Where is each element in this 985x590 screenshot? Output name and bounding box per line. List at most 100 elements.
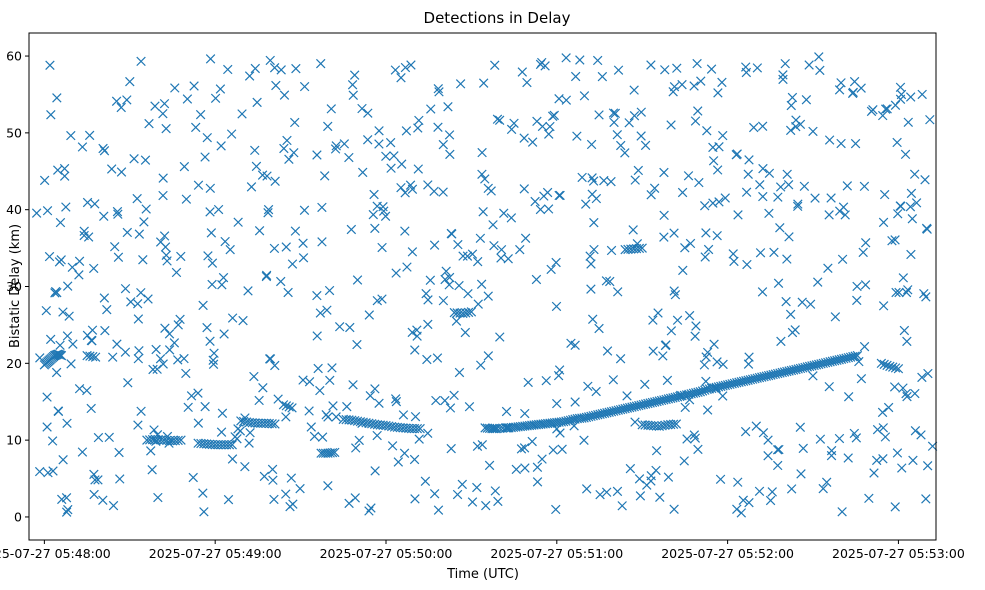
clutter-point: [605, 276, 615, 287]
clutter-point: [53, 165, 63, 175]
track-point: [90, 352, 101, 362]
clutter-point: [925, 114, 935, 125]
clutter-point: [715, 474, 726, 485]
clutter-point: [202, 322, 212, 333]
clutter-point: [868, 105, 878, 115]
clutter-point: [772, 445, 783, 455]
track-point: [144, 435, 155, 445]
clutter-point: [910, 388, 920, 399]
clutter-point: [423, 319, 433, 330]
clutter-point: [315, 385, 325, 396]
clutter-point: [921, 292, 931, 302]
clutter-point: [826, 445, 837, 456]
clutter-point: [217, 408, 228, 418]
clutter-point: [713, 88, 723, 98]
clutter-point: [701, 228, 711, 238]
clutter-point: [421, 288, 431, 299]
clutter-point: [386, 163, 396, 173]
clutter-point: [837, 254, 848, 265]
clutter-point: [66, 359, 76, 369]
clutter-point: [271, 80, 281, 91]
clutter-point: [743, 359, 754, 369]
clutter-point: [205, 183, 216, 194]
clutter-point: [782, 169, 792, 180]
clutter-point: [312, 290, 322, 301]
clutter-point: [315, 308, 326, 318]
clutter-point: [694, 177, 704, 188]
clutter-point: [422, 354, 432, 365]
clutter-point: [680, 402, 690, 413]
clutter-point: [57, 494, 67, 505]
clutter-point: [433, 83, 444, 94]
clutter-point: [449, 390, 459, 401]
track-point: [384, 421, 394, 431]
clutter-point: [906, 249, 916, 260]
track-point: [153, 434, 163, 445]
clutter-point: [709, 339, 719, 349]
clutter-point: [744, 155, 754, 165]
clutter-point: [176, 251, 186, 262]
clutter-point: [921, 494, 931, 504]
clutter-point: [193, 418, 204, 428]
clutter-point: [810, 193, 820, 203]
track-point: [247, 417, 257, 428]
clutter-point: [429, 489, 440, 499]
clutter-point: [216, 141, 226, 151]
clutter-point: [774, 444, 784, 455]
clutter-point: [477, 147, 487, 158]
clutter-point: [894, 287, 904, 298]
clutter-point: [557, 444, 567, 454]
clutter-point: [767, 487, 777, 497]
clutter-point: [813, 277, 823, 287]
clutter-point: [494, 115, 505, 125]
clutter-point: [773, 278, 784, 288]
clutter-point: [61, 202, 71, 212]
clutter-point: [193, 388, 203, 398]
clutter-point: [136, 406, 146, 417]
clutter-point: [772, 460, 783, 471]
clutter-point: [836, 138, 846, 149]
clutter-point: [377, 242, 387, 253]
clutter-point: [279, 90, 290, 100]
clutter-point: [410, 345, 420, 355]
clutter-point: [122, 95, 132, 105]
clutter-point: [892, 137, 902, 148]
clutter-point: [850, 138, 861, 149]
clutter-point: [144, 118, 154, 129]
clutter-point: [158, 359, 168, 369]
clutter-point: [410, 494, 420, 504]
x-axis-label: Time (UTC): [446, 567, 519, 582]
clutter-point: [702, 126, 712, 136]
clutter-point: [227, 313, 238, 323]
clutter-point: [516, 444, 527, 454]
clutter-point: [467, 497, 478, 507]
clutter-point: [679, 456, 689, 466]
track-point: [401, 423, 411, 433]
clutter-point: [581, 484, 592, 494]
track-point: [327, 447, 338, 458]
clutter-point: [312, 150, 322, 160]
clutter-point: [640, 379, 650, 390]
clutter-point: [478, 207, 488, 217]
clutter-point: [902, 391, 912, 402]
clutter-point: [125, 76, 135, 87]
track-point: [236, 416, 246, 426]
track-point: [173, 435, 183, 446]
clutter-point: [74, 383, 85, 394]
clutter-point: [113, 252, 124, 262]
clutter-point: [369, 189, 379, 200]
clutter-point: [316, 58, 326, 69]
clutter-point: [814, 52, 824, 62]
clutter-point: [906, 188, 917, 199]
clutter-point: [899, 325, 910, 336]
clutter-point: [56, 255, 66, 265]
clutter-point: [575, 55, 585, 65]
clutter-point: [917, 89, 927, 100]
clutter-point: [445, 403, 456, 413]
clutter-point: [412, 325, 422, 335]
clutter-point: [265, 354, 276, 364]
clutter-point: [786, 100, 796, 111]
clutter-point: [610, 108, 621, 119]
track-point: [412, 423, 423, 434]
clutter-point: [691, 321, 701, 331]
